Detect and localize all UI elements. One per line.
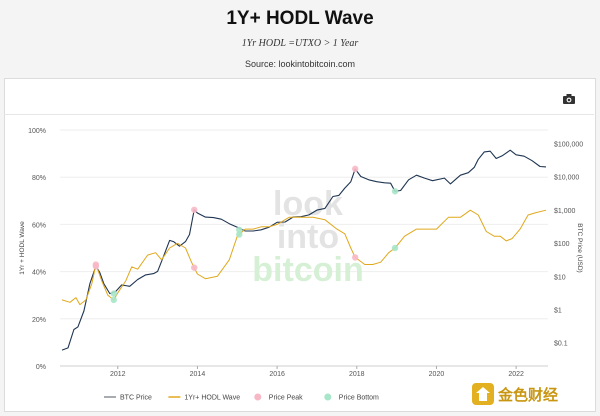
right-tick-label: $100: [554, 241, 570, 248]
price-bottom-marker: [110, 290, 117, 297]
right-tick-label: $10,000: [554, 175, 579, 182]
price-peak-marker: [92, 261, 100, 268]
watermark-word: into: [277, 218, 339, 256]
legend-label: Price Peak: [269, 395, 303, 402]
left-tick-label: 100%: [28, 128, 46, 135]
watermark-word: look: [273, 185, 343, 223]
legend-swatch: [254, 393, 262, 401]
left-tick-label: 40%: [32, 270, 46, 277]
footer-logo: 金色财经: [472, 383, 558, 405]
page-title: 1Y+ HODL Wave: [226, 8, 374, 29]
right-tick-label: $0.1: [554, 341, 568, 348]
price-bottom-marker: [391, 244, 399, 252]
right-tick-label: $10: [554, 274, 566, 281]
right-axis-title: BTC Price (USD): [576, 223, 583, 272]
x-tick-label: 2018: [349, 371, 365, 378]
right-tick-label: $100,000: [554, 141, 583, 148]
price-peak-marker: [351, 165, 359, 173]
legend-label: 1Yr+ HODL Wave: [184, 395, 240, 402]
legend-label: BTC Price: [120, 395, 152, 402]
x-tick-label: 2016: [269, 371, 285, 378]
price-bottom-marker: [236, 226, 243, 233]
right-tick-label: $1: [554, 307, 562, 314]
chart-panel: [4, 78, 596, 412]
page-subtitle: 1Yr HODL =UTXO > 1 Year: [241, 38, 359, 49]
price-peak-marker: [351, 254, 359, 261]
hodl-wave-line: [61, 209, 547, 306]
left-tick-label: 20%: [32, 317, 46, 324]
watermark-word: bitcoin: [252, 251, 363, 289]
left-axis-title: 1Yr + HODL Wave: [19, 221, 26, 275]
x-tick-label: 2022: [508, 371, 524, 378]
price-peak-marker: [191, 206, 198, 213]
price-bottom-marker: [236, 231, 243, 238]
x-tick-label: 2012: [110, 371, 126, 378]
x-tick-label: 2014: [190, 371, 206, 378]
price-peak-marker: [191, 264, 198, 271]
left-tick-label: 0%: [36, 364, 46, 371]
camera-icon[interactable]: [562, 93, 576, 105]
legend-swatch: [324, 393, 332, 401]
price-bottom-marker: [110, 296, 117, 304]
right-tick-label: $1,000: [554, 208, 576, 215]
footer-logo-text: 金色财经: [497, 386, 558, 404]
source-label: Source: lookintobitcoin.com: [244, 59, 356, 69]
toolbar-divider: [4, 114, 594, 115]
left-tick-label: 60%: [32, 222, 46, 229]
watermark: lookintobitcoin: [252, 185, 363, 289]
legend-label: Price Bottom: [339, 395, 379, 402]
x-tick-label: 2020: [429, 371, 445, 378]
price-bottom-marker: [391, 188, 399, 195]
left-tick-label: 80%: [32, 175, 46, 182]
